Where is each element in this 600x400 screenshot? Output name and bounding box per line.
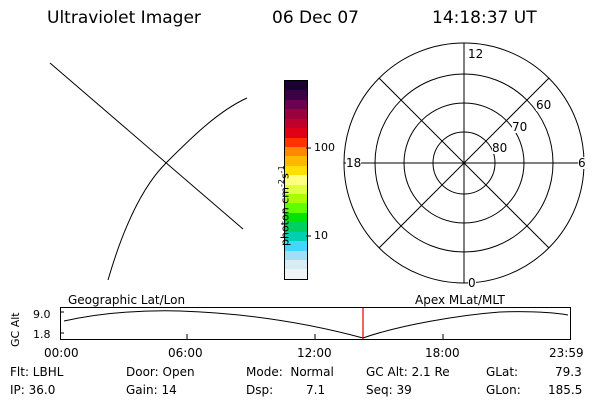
colorbar-segment	[285, 128, 307, 138]
colorbar-segment	[285, 250, 307, 261]
mlt-label-12: 12	[468, 47, 484, 61]
colorbar-segment	[285, 212, 307, 223]
time-label: 14:18:37 UT	[432, 8, 537, 28]
timeline-x-tick-1200: 12:00	[297, 346, 332, 360]
colorbar-segment	[285, 241, 307, 251]
colorbar-segment	[285, 109, 307, 119]
status-seq: Seq: 39	[366, 383, 412, 397]
status-dsp-label: Dsp:	[246, 383, 274, 397]
mlat-label-80: 80	[492, 141, 508, 155]
colorbar-segment	[285, 184, 307, 195]
mlat-label-60: 60	[536, 98, 552, 112]
status-filter: Flt: LBHL	[10, 365, 64, 379]
colorbar-segment	[285, 156, 307, 166]
colorbar-segment	[285, 222, 307, 232]
status-dsp-value: 7.1	[306, 383, 326, 397]
status-glat-label: GLat:	[486, 365, 519, 379]
colorbar-segment	[285, 99, 307, 110]
polar-plot	[343, 42, 585, 284]
map-grid-line	[49, 62, 244, 230]
status-door: Door: Open	[126, 365, 195, 379]
colorbar-unit-label: photon cm-2s-1	[277, 165, 292, 246]
colorbar-segment	[285, 137, 307, 147]
timeline-left-title: Geographic Lat/Lon	[68, 293, 186, 307]
colorbar-segment	[285, 146, 307, 157]
timeline-x-tick-2359: 23:59	[549, 346, 584, 360]
mlt-label-6: 6	[578, 156, 586, 170]
status-gc-alt: GC Alt: 2.1 Re	[366, 365, 450, 379]
status-glat-value: 79.3	[555, 365, 582, 379]
colorbar-tick-10: 10	[314, 229, 328, 242]
date-label: 06 Dec 07	[272, 8, 359, 28]
map-grid-curve	[107, 97, 248, 281]
mlt-label-0: 0	[468, 276, 476, 290]
colorbar-segment	[285, 118, 307, 129]
colorbar-segment	[285, 175, 307, 185]
timeline-x-tick-0000: 00:00	[44, 346, 79, 360]
colorbar-segment	[285, 231, 307, 242]
colorbar-segment	[285, 203, 307, 213]
timeline-x-tick-1800: 18:00	[425, 346, 460, 360]
status-mode: Mode: Normal	[246, 365, 334, 379]
status-gain: Gain: 14	[126, 383, 177, 397]
status-ip: IP: 36.0	[10, 383, 56, 397]
timeline-right-title: Apex MLat/MLT	[415, 293, 505, 307]
colorbar	[284, 80, 308, 280]
timeline-y-tick-low: 1.8	[33, 328, 51, 341]
polar-diagonal-2	[378, 77, 550, 249]
colorbar-tick-100: 100	[314, 141, 335, 154]
mlt-label-18: 18	[346, 156, 362, 170]
status-glon-value: 185.5	[548, 383, 583, 397]
colorbar-segment	[285, 90, 307, 100]
altitude-timeline	[60, 307, 571, 340]
colorbar-segment	[285, 81, 307, 91]
timeline-y-axis-label: GC Alt	[9, 312, 22, 347]
colorbar-segment	[285, 269, 307, 279]
altitude-curve	[63, 310, 569, 339]
timeline-y-tick-high: 9.0	[33, 308, 51, 321]
geographic-map	[49, 62, 248, 281]
colorbar-ticks	[306, 147, 311, 237]
colorbar-segment	[285, 165, 307, 176]
colorbar-segment	[285, 260, 307, 270]
timeline-x-tick-0600: 06:00	[168, 346, 203, 360]
app-title: Ultraviolet Imager	[47, 8, 201, 28]
status-glon-label: GLon:	[486, 383, 521, 397]
mlat-label-70: 70	[512, 120, 528, 134]
colorbar-segment	[285, 194, 307, 204]
